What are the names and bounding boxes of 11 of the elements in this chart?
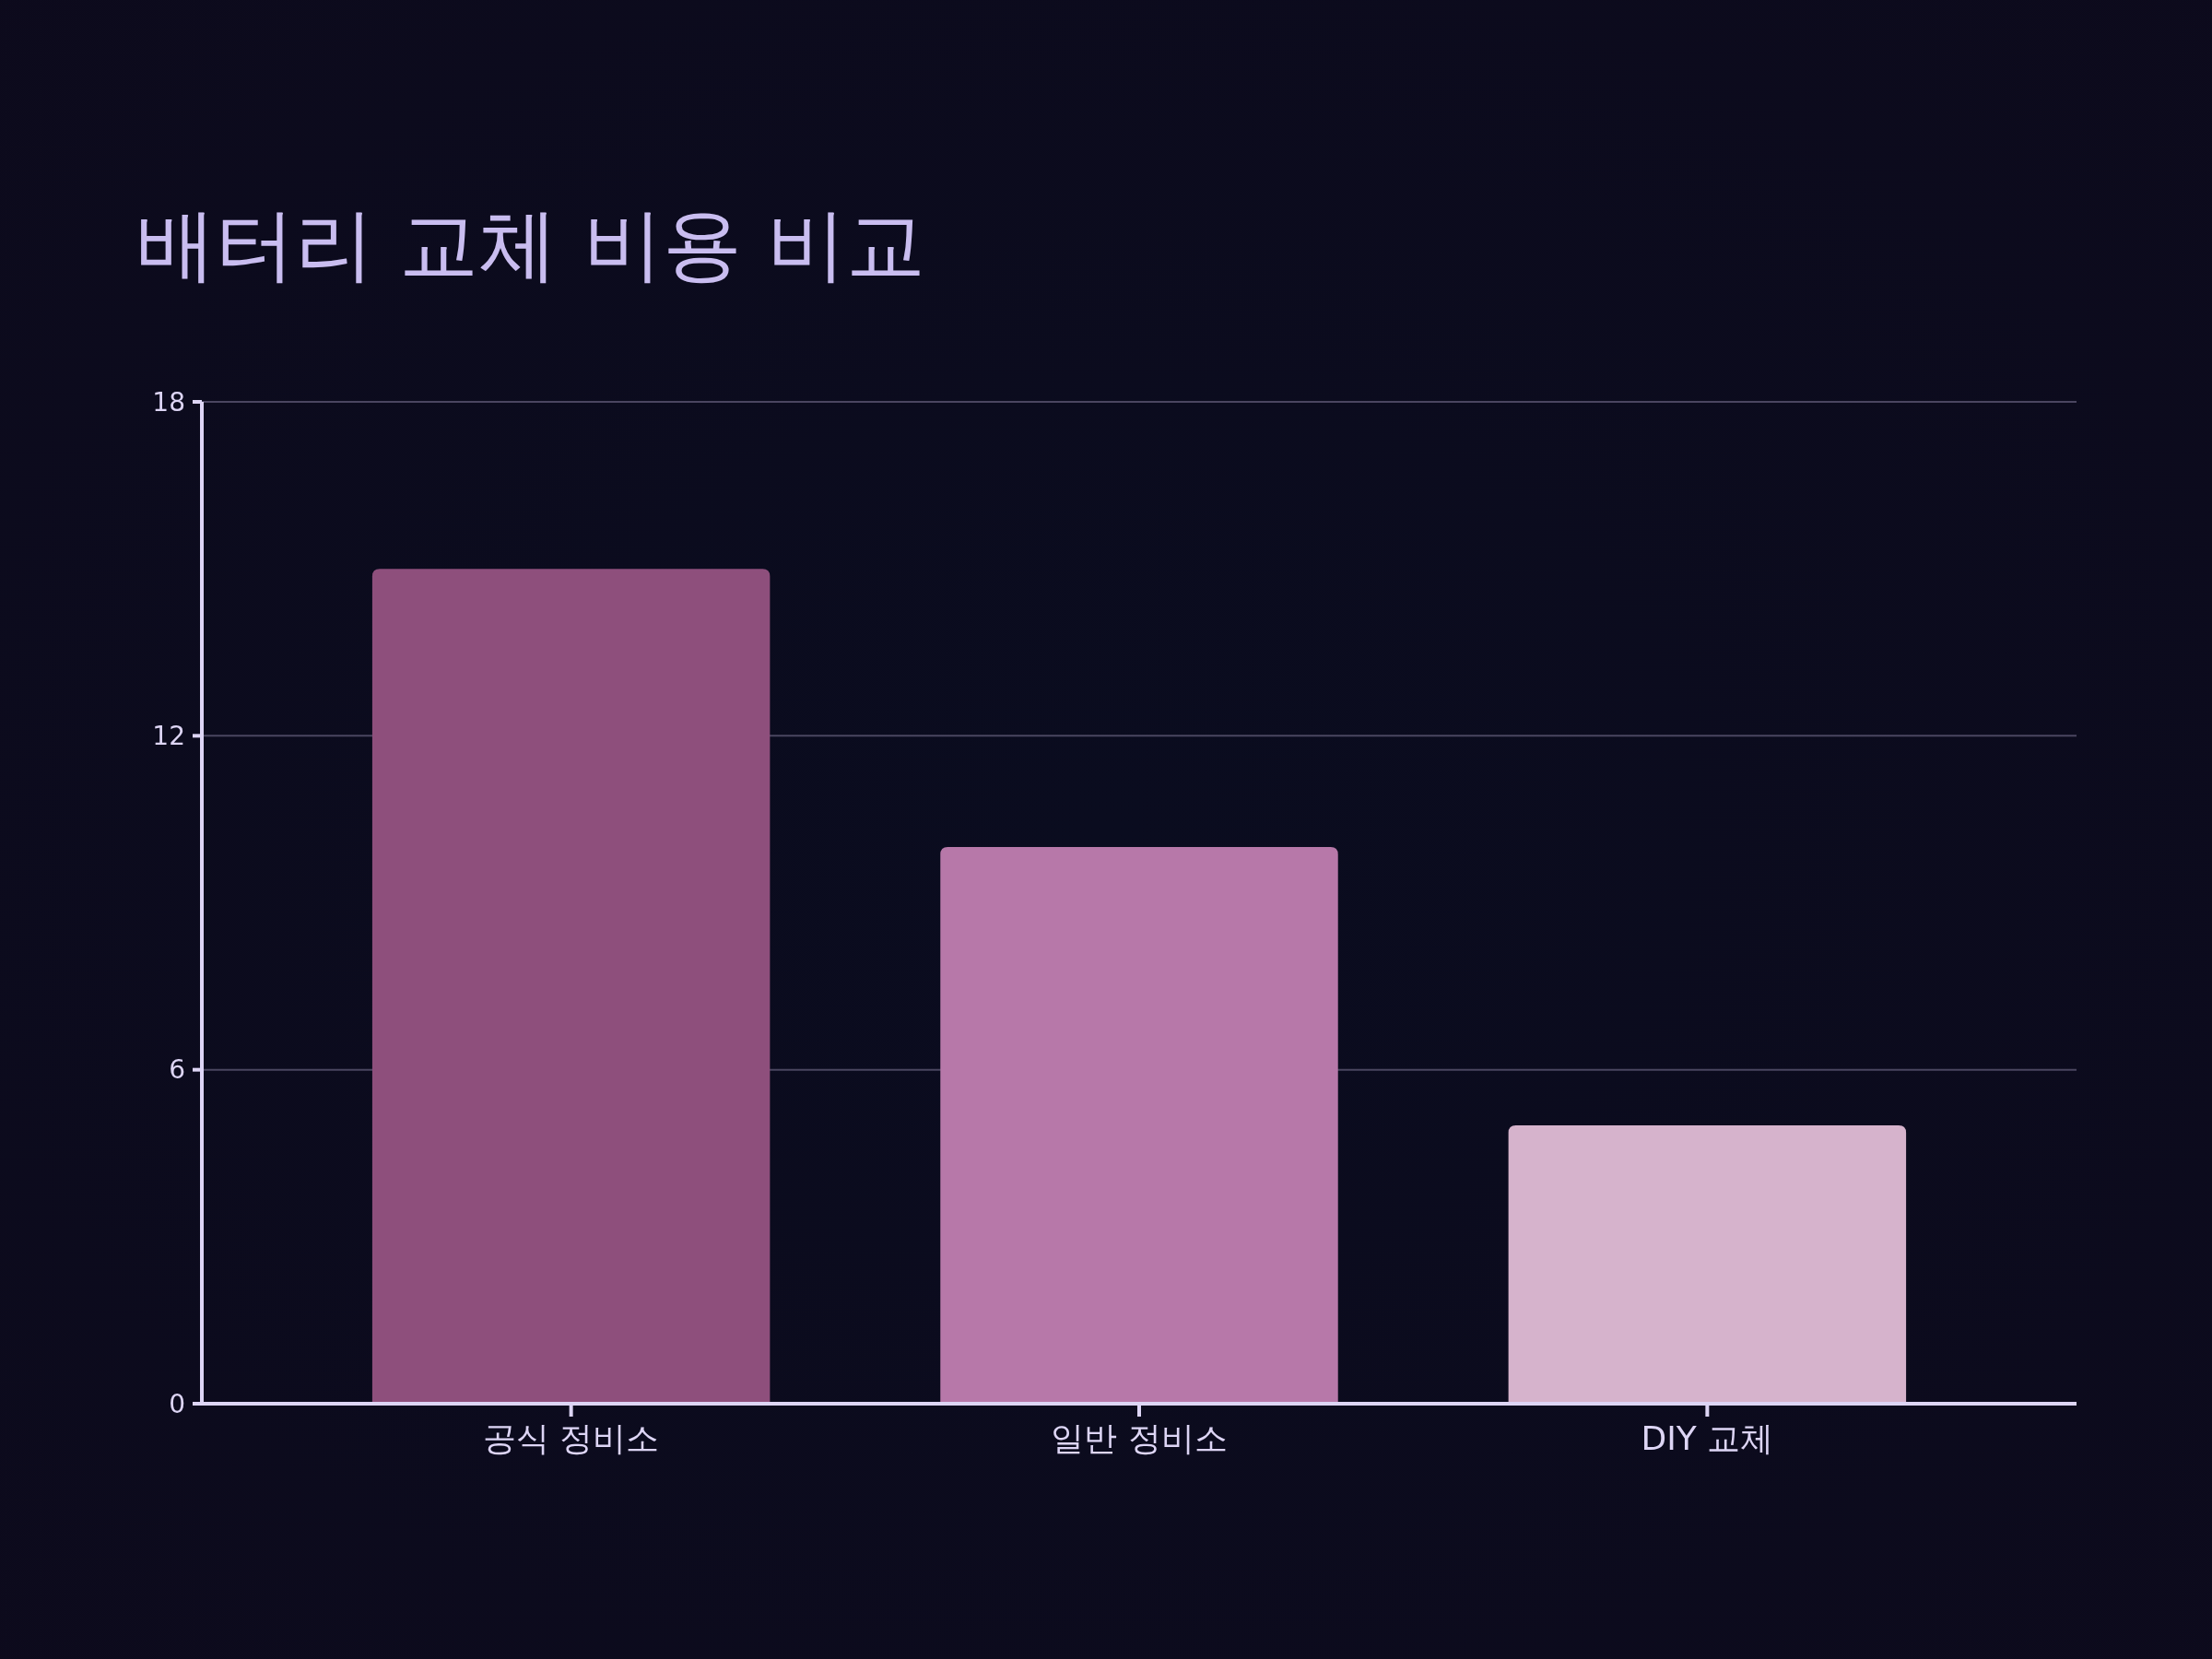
bar bbox=[940, 847, 1338, 1404]
y-tick-label: 0 bbox=[169, 1388, 185, 1419]
x-tick-label: 공식 정비소 bbox=[482, 1419, 660, 1457]
bar bbox=[371, 569, 771, 1404]
y-tick-label: 6 bbox=[169, 1054, 185, 1086]
bar bbox=[1508, 1125, 1907, 1404]
x-tick-label: DIY 교체 bbox=[1641, 1419, 1774, 1457]
y-tick-label: 12 bbox=[152, 721, 185, 752]
x-tick-label: 일반 정비소 bbox=[1051, 1419, 1228, 1457]
chart-title: 배터리 교체 비용 비교 bbox=[136, 198, 926, 290]
y-tick-label: 18 bbox=[152, 386, 185, 418]
